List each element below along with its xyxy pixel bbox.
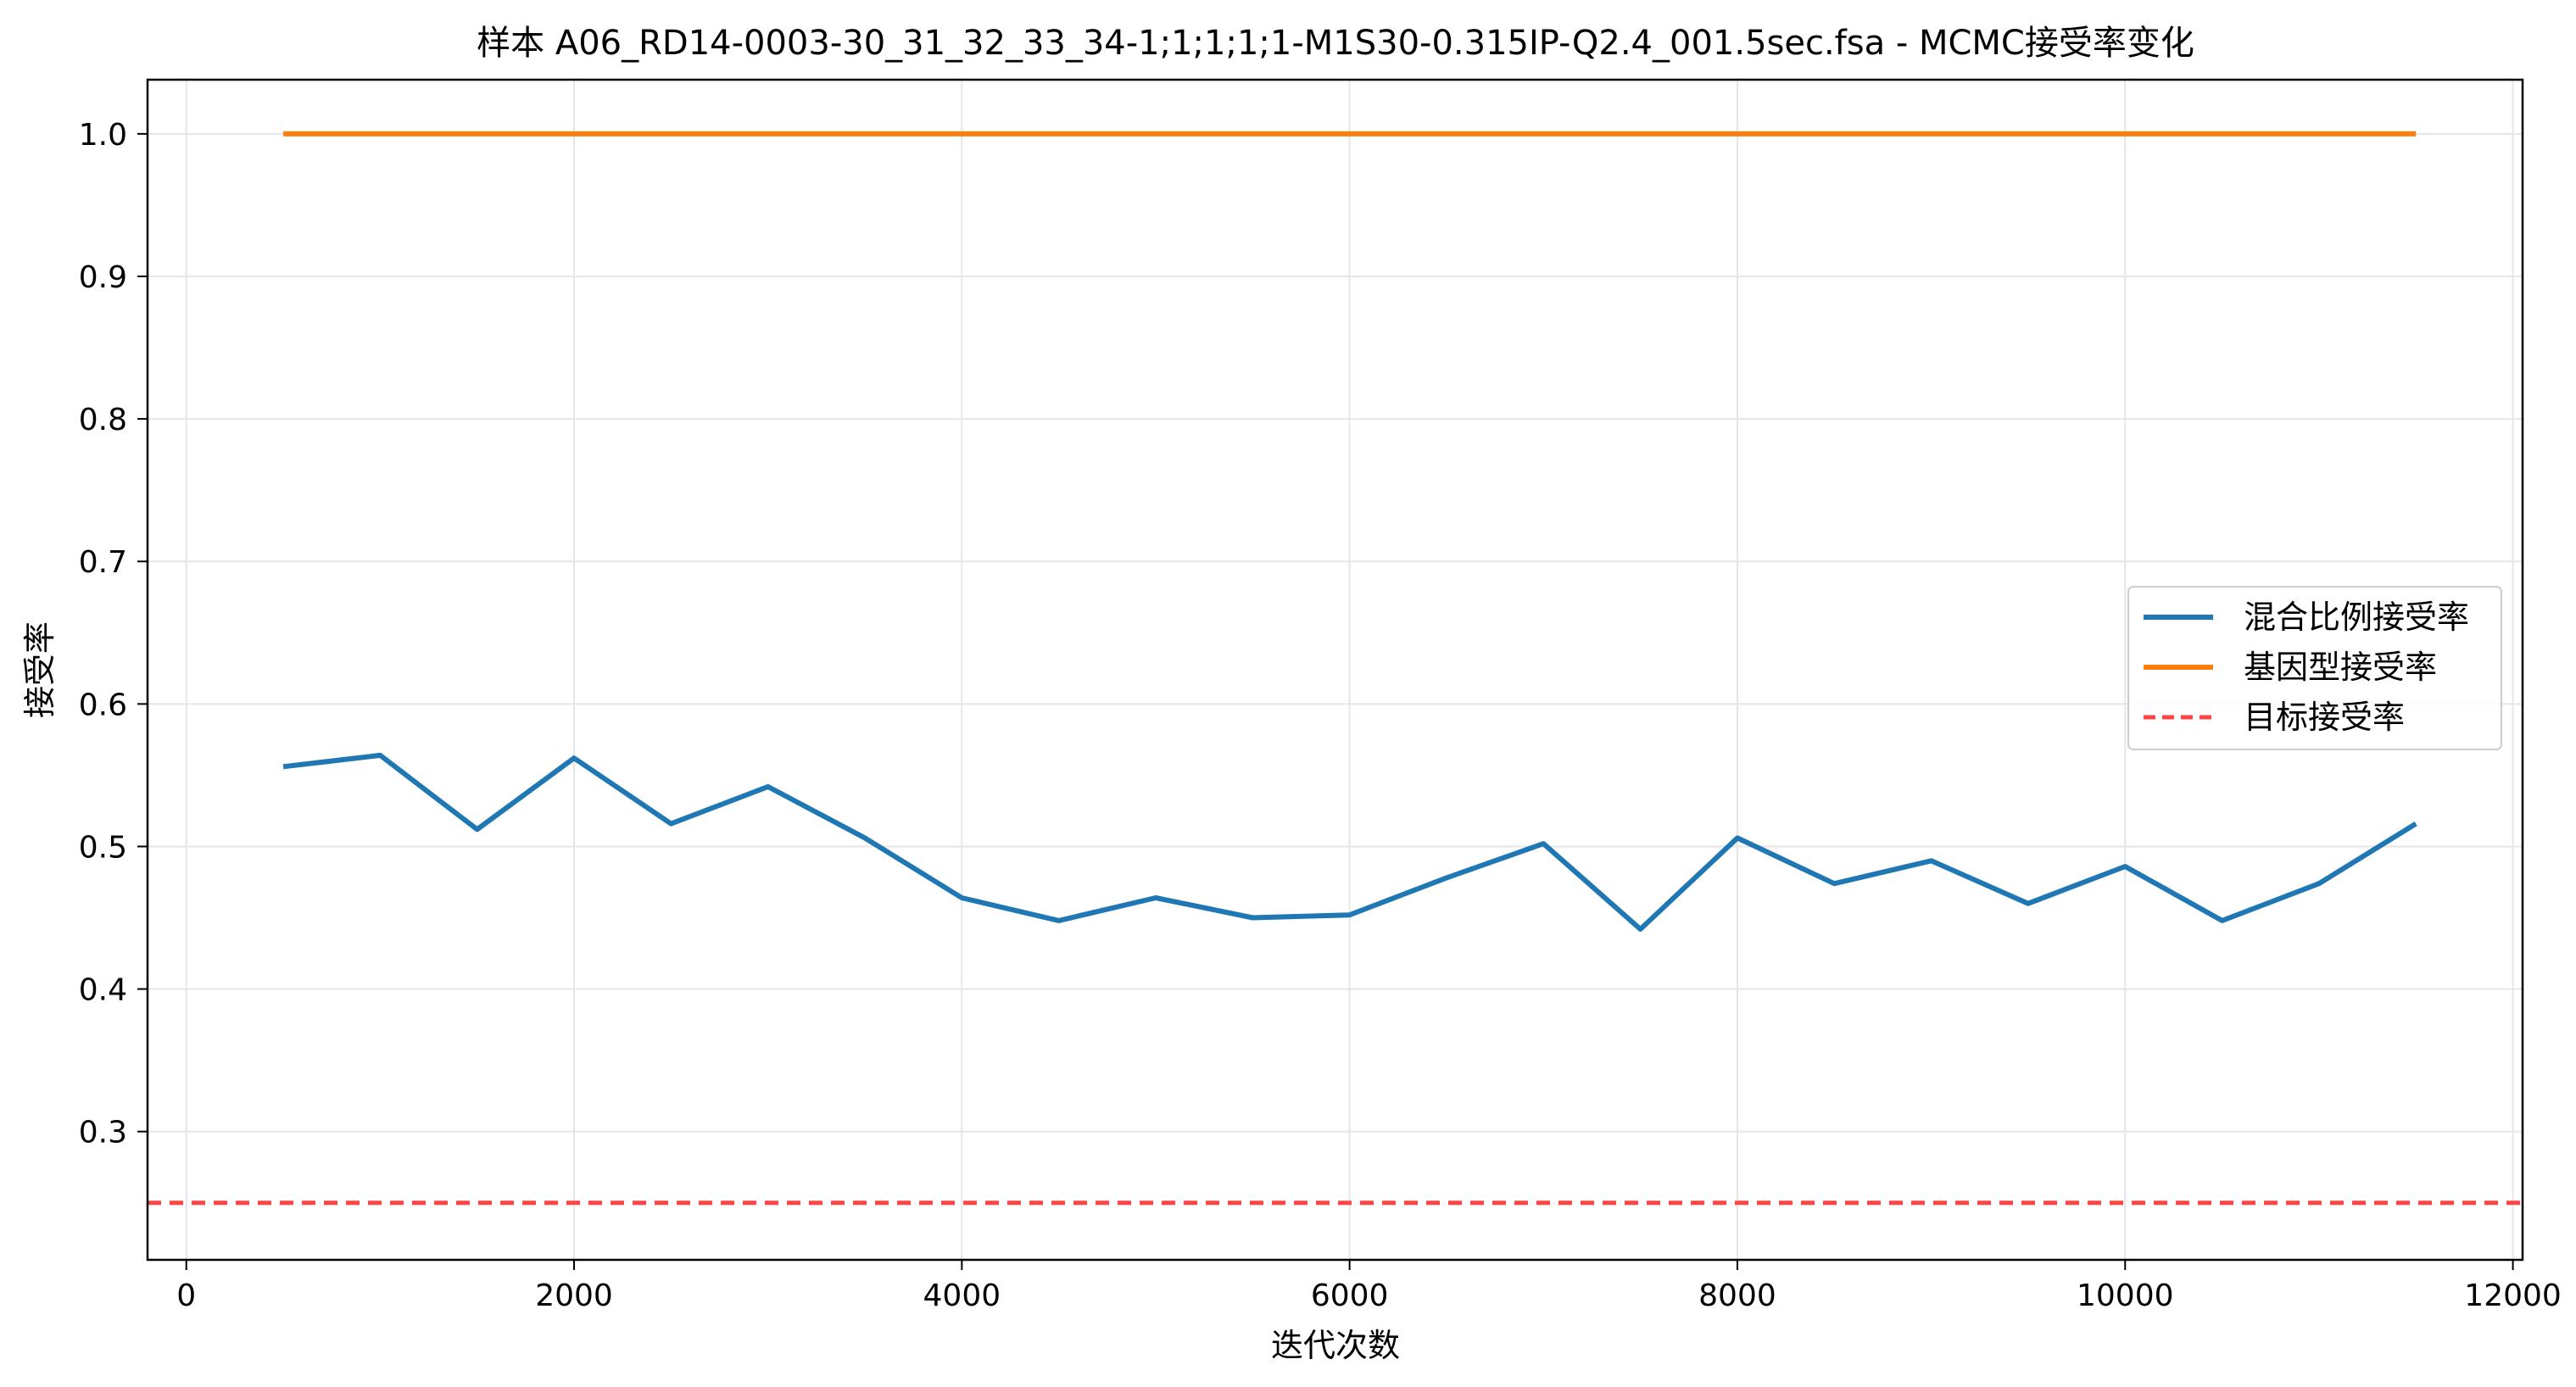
legend: 混合比例接受率 基因型接受率 目标接受率 bbox=[2127, 586, 2502, 750]
x-tick-label: 6000 bbox=[1311, 1278, 1389, 1313]
series-lines bbox=[282, 131, 2417, 932]
chart-title: 样本 A06_RD14-0003-30_31_32_33_34-1;1;1;1;… bbox=[477, 24, 2194, 63]
y-tick-label: 1.0 bbox=[79, 118, 127, 153]
plot-frame bbox=[146, 78, 2524, 1262]
legend-label-target: 目标接受率 bbox=[2244, 699, 2405, 736]
y-tick-label: 0.8 bbox=[79, 403, 127, 437]
x-tick-label: 8000 bbox=[1698, 1278, 1776, 1313]
y-tick-label: 0.9 bbox=[79, 260, 127, 295]
y-tick-label: 0.4 bbox=[79, 973, 127, 1008]
x-axis-ticks: 0 2000 4000 6000 8000 10000 12000 bbox=[176, 1260, 2562, 1313]
x-tick-label: 10000 bbox=[2077, 1278, 2174, 1313]
x-axis-label: 迭代次数 bbox=[1271, 1327, 1400, 1364]
legend-label-genotype: 基因型接受率 bbox=[2244, 649, 2437, 686]
y-tick-label: 0.5 bbox=[79, 830, 127, 865]
legend-label-mixing: 混合比例接受率 bbox=[2244, 599, 2469, 636]
x-tick-label: 4000 bbox=[923, 1278, 1001, 1313]
mixing-ratio-line bbox=[282, 752, 2417, 932]
legend-box bbox=[2127, 586, 2502, 750]
x-tick-label: 0 bbox=[176, 1278, 196, 1313]
y-axis-ticks: 0.3 0.4 0.5 0.6 0.7 0.8 0.9 1.0 bbox=[79, 118, 148, 1150]
y-axis-label: 接受率 bbox=[21, 621, 59, 718]
y-tick-label: 0.6 bbox=[79, 688, 127, 722]
y-tick-label: 0.7 bbox=[79, 545, 127, 580]
y-tick-label: 0.3 bbox=[79, 1116, 127, 1150]
x-tick-label: 2000 bbox=[535, 1278, 613, 1313]
x-tick-label: 12000 bbox=[2464, 1278, 2562, 1313]
